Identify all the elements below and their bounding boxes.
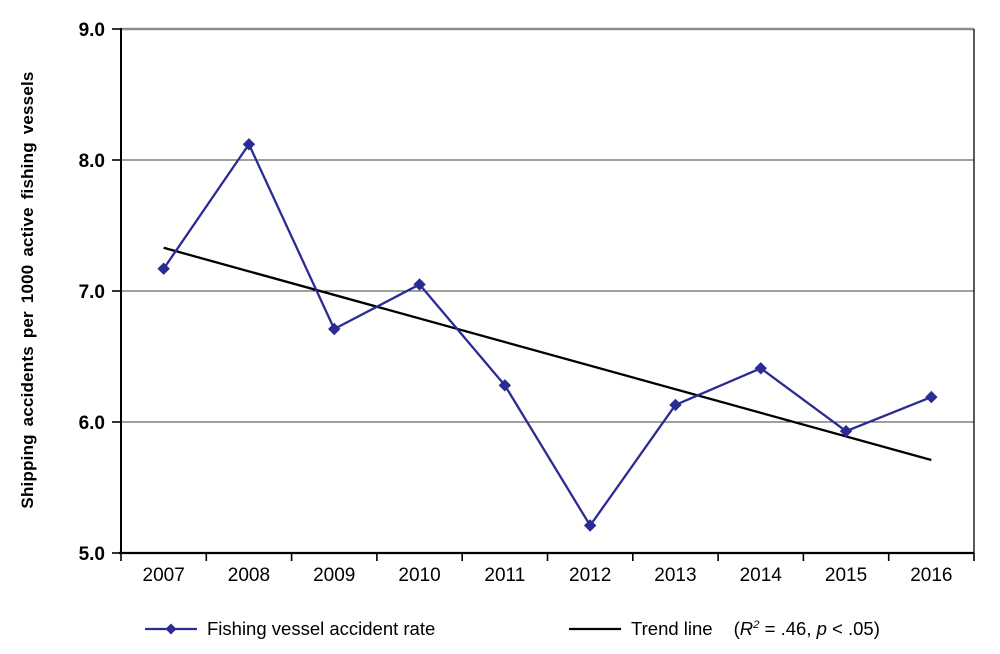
stats-p-symbol: p (816, 618, 827, 639)
series-legend-sample-icon (145, 623, 197, 635)
data-point-2016 (925, 390, 938, 404)
data-point-2009 (328, 322, 341, 336)
data-point-2007 (157, 262, 170, 275)
data-point-2013 (669, 398, 682, 412)
data-point-2014 (754, 362, 767, 375)
legend-label-series: Fishing vessel accident rate (207, 618, 436, 639)
y-tick-label: 8.0 (79, 151, 105, 172)
series-sample-diamond-icon (165, 623, 177, 635)
data-point-2011 (498, 379, 512, 392)
y-tick-label: 5.0 (79, 544, 105, 565)
chart-plot-area: 5.0 6.0 7.0 8.0 9.0 2007 2008 2009 2010 2011 2012 2… (79, 20, 975, 586)
stats-r-exponent: 2 (753, 618, 760, 631)
stats-r-symbol: R (739, 618, 754, 639)
x-tick-label: 2013 (654, 565, 696, 586)
y-tick-label: 6.0 (79, 413, 105, 434)
x-tick-label: 2007 (143, 565, 185, 586)
trend-stats-text: (R2 = .46, p < .05) (734, 618, 880, 640)
x-tick-label: 2015 (825, 565, 867, 586)
y-axis-title: Shipping accidents per 1000 active fishi… (18, 71, 37, 509)
data-point-2012 (583, 519, 597, 532)
data-point-2015 (839, 424, 853, 438)
series-line (162, 143, 932, 527)
x-tick-label: 2016 (910, 565, 952, 586)
trend-legend-sample-icon (569, 627, 621, 631)
x-tick-label: 2011 (484, 565, 525, 586)
stats-r-value: = .46, (759, 618, 817, 639)
x-tick-label: 2010 (398, 565, 440, 586)
x-tick-label: 2009 (313, 565, 355, 586)
trend-line (163, 246, 932, 462)
data-point-2010 (413, 278, 426, 291)
legend-item-accident-rate: Fishing vessel accident rate (144, 613, 435, 645)
x-tick-label: 2014 (740, 565, 783, 586)
x-tick-label: 2008 (228, 565, 270, 586)
stats-p-value: < .05) (826, 618, 880, 639)
y-tick-label: 7.0 (79, 282, 105, 303)
legend-item-trend-line: Trend line (R2 = .46, p < .05) (568, 613, 880, 645)
stats-open-paren: ( (733, 618, 740, 639)
data-point-2008 (242, 138, 256, 151)
x-tick-label: 2012 (569, 565, 611, 586)
y-tick-label: 9.0 (79, 20, 105, 41)
legend-label-trend: Trend line (631, 618, 713, 639)
legend: Fishing vessel accident rate Trend line … (0, 613, 1000, 647)
